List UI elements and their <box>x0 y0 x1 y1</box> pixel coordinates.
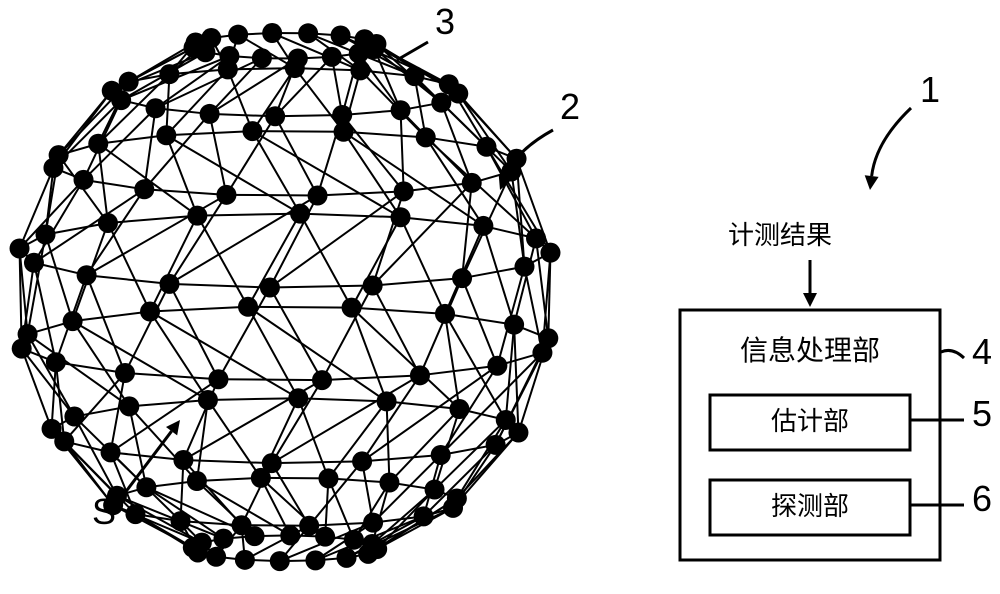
callout-4: 4 <box>972 334 992 370</box>
callout-6: 6 <box>972 481 992 517</box>
callout-3: 3 <box>435 4 455 40</box>
input-arrow-label: 计测结果 <box>728 222 832 248</box>
callout-1: 1 <box>920 72 940 108</box>
callout-5: 5 <box>972 396 992 432</box>
callout-2: 2 <box>560 89 580 125</box>
processor-title: 信息处理部 <box>740 337 880 365</box>
diagram-stage: 信息处理部估计部探测部 计测结果 1 2 3 4 5 6 S <box>0 0 1000 594</box>
callout-S: S <box>92 494 116 530</box>
inner-box-label-1: 探测部 <box>771 493 849 519</box>
inner-box-label-0: 估计部 <box>771 408 849 434</box>
diagram-svg <box>0 0 1000 594</box>
